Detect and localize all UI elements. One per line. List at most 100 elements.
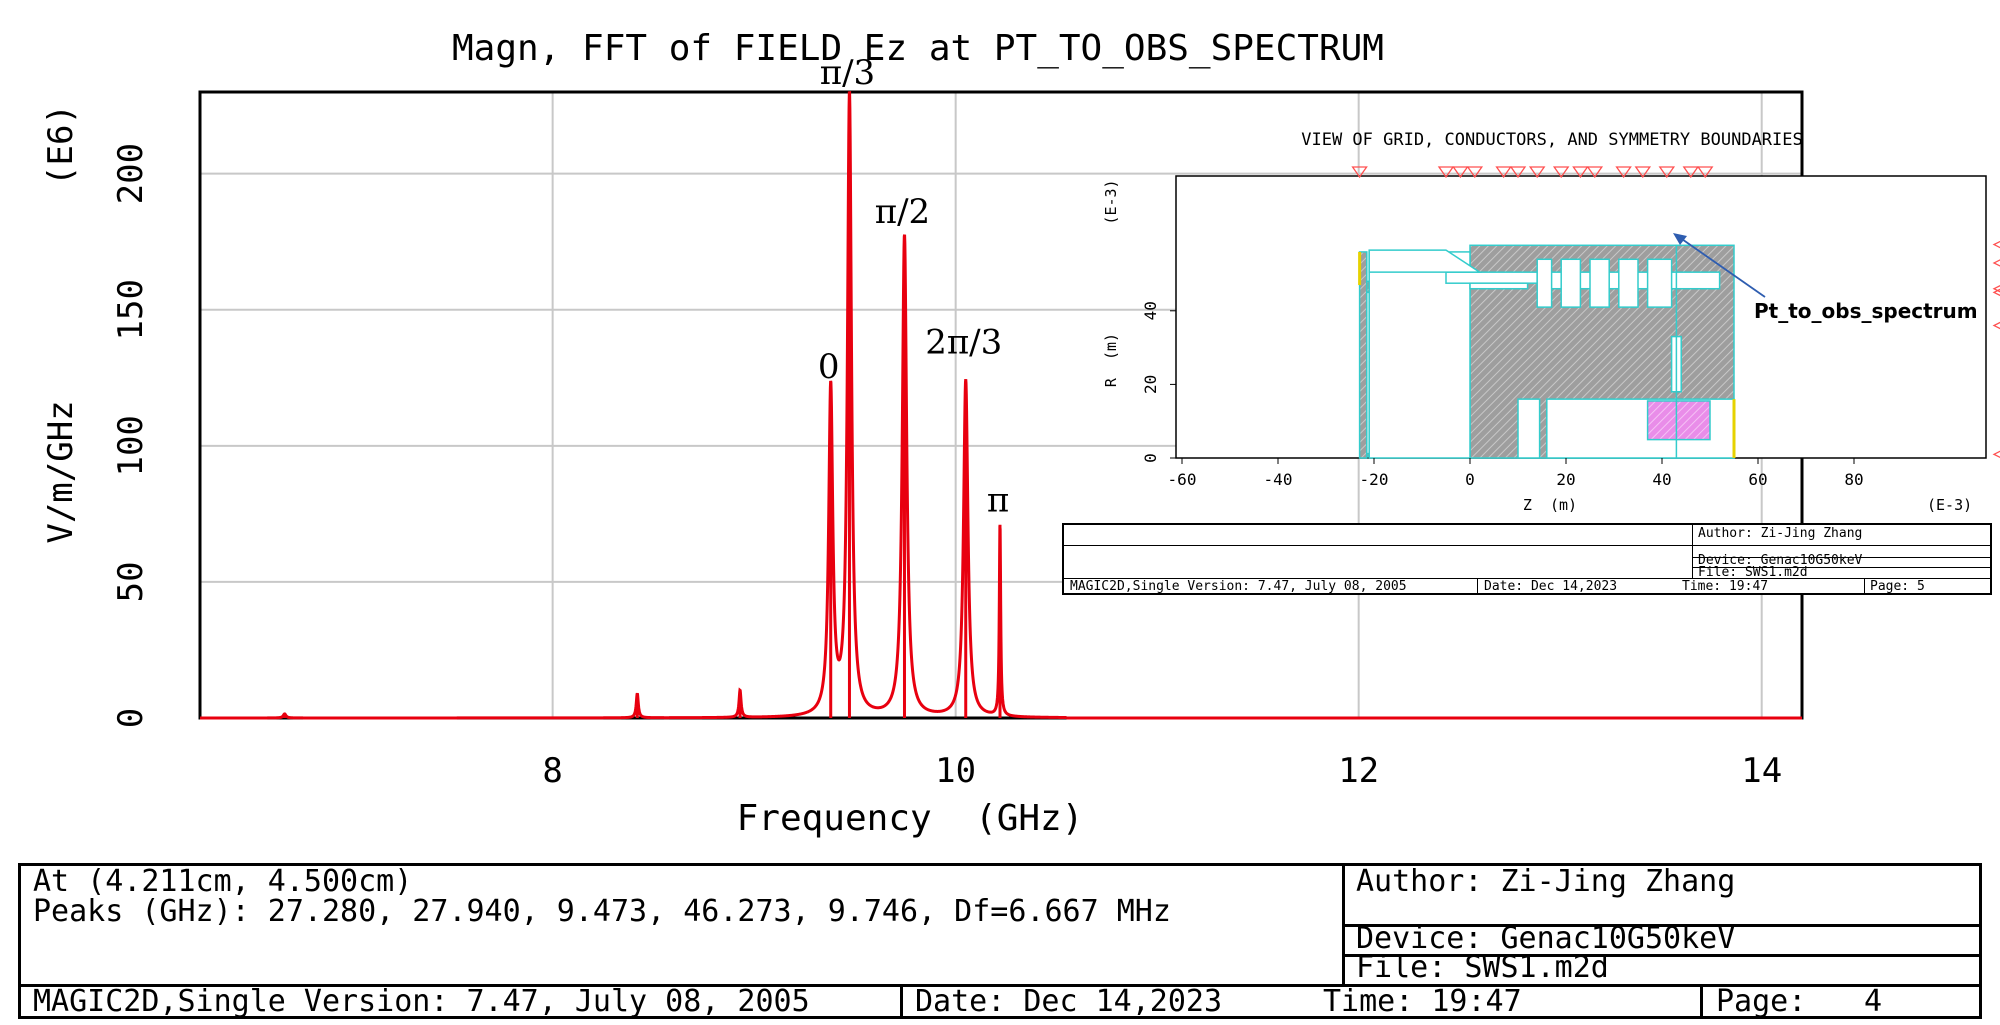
- symmetry-marker: [1696, 166, 1714, 179]
- info-at: At (4.211cm, 4.500cm): [33, 864, 413, 899]
- symmetry-marker: [1509, 166, 1527, 179]
- inset-x-tick-label: 0: [1465, 470, 1475, 489]
- conductor-region: [1358, 251, 1368, 459]
- info-device: Device: Genac10G50keV: [1356, 921, 1736, 956]
- pointer-arrowhead: [1673, 233, 1687, 245]
- inset-table-author: Author: Zi-Jing Zhang: [1698, 526, 1863, 541]
- inset-x-scale: (E-3): [1927, 496, 1972, 514]
- y-multiplier: (E6): [41, 104, 81, 186]
- inset-geometry: [1358, 244, 1736, 459]
- inset-y-scale: (E-3): [1102, 179, 1120, 224]
- inset-y-tick-label: 40: [1141, 301, 1160, 320]
- inset-x-tick-label: 20: [1556, 470, 1575, 489]
- symmetry-marker: [1992, 321, 2000, 330]
- inset-table-file: File: SWS1.m2d: [1698, 565, 1808, 580]
- inset-y-axis-label: R (m): [1102, 333, 1120, 387]
- symmetry-marker: [1351, 166, 1368, 179]
- symmetry-marker: [1572, 166, 1589, 179]
- inset-table-page: Page: 5: [1870, 579, 1925, 594]
- x-tick-label: 8: [542, 751, 562, 791]
- y-tick-label: 0: [111, 708, 151, 728]
- y-tick-label: 100: [111, 415, 151, 476]
- symmetry-marker: [1495, 166, 1512, 179]
- symmetry-markers: [1351, 166, 2000, 459]
- vacuum-region: [1368, 249, 1483, 273]
- symmetry-marker: [1466, 166, 1484, 179]
- inset-table-date: Date: Dec 14,2023: [1484, 579, 1618, 594]
- inset-x-tick-label: 40: [1652, 470, 1671, 489]
- x-axis-label: Frequency (GHz): [737, 798, 1084, 839]
- pointer-arrow: [1678, 236, 1766, 298]
- info-time: Time: 19:47: [1323, 984, 1522, 1019]
- symmetry-marker: [1528, 166, 1546, 179]
- inset-table-hline-4: [1692, 567, 1990, 568]
- inset-x-tick-label: -60: [1168, 470, 1197, 489]
- inset-table-hline-1: [1064, 545, 1990, 546]
- x-tick-label: 14: [1741, 751, 1782, 791]
- info-peaks: Peaks (GHz): 27.280, 27.940, 9.473, 46.2…: [33, 894, 1171, 929]
- y-axis-label: V/m/GHz: [41, 400, 81, 543]
- symmetry-marker: [1992, 259, 2000, 267]
- mode-annotation-label: 2π/3: [925, 322, 1002, 362]
- inset-grid-view: VIEW OF GRID, CONDUCTORS, AND SYMMETRY B…: [1062, 120, 2000, 600]
- inset-table-hline-2: [1064, 578, 1990, 579]
- info-author: Author: Zi-Jing Zhang: [1356, 864, 1736, 899]
- symmetry-marker: [1437, 166, 1455, 179]
- symmetry-marker: [1552, 166, 1570, 179]
- inset-x-axis-label: Z (m): [1523, 496, 1577, 514]
- vacuum-region: [1445, 271, 1538, 284]
- vacuum-region: [1646, 258, 1673, 308]
- inset-table-vline-3: [1864, 578, 1865, 595]
- x-tick-label: 12: [1338, 751, 1379, 791]
- symmetry-marker: [1682, 166, 1700, 179]
- inset-x-tick-label: 80: [1844, 470, 1863, 489]
- symmetry-marker: [1452, 166, 1469, 179]
- info-page-number: 4: [1864, 984, 1883, 1019]
- y-tick-label: 200: [111, 143, 151, 204]
- info-page-label: Page:: [1716, 984, 1807, 1019]
- vacuum-region: [1517, 398, 1541, 459]
- y-tick-label: 150: [111, 279, 151, 340]
- vacuum-region: [1618, 258, 1639, 308]
- inset-table-vline-2: [1477, 578, 1478, 595]
- info-file: File: SWS1.m2d: [1356, 950, 1609, 985]
- inset-table-hline-3: [1692, 557, 1990, 558]
- mode-annotation-label: π: [987, 480, 1009, 520]
- y-tick-label: 50: [111, 561, 151, 602]
- inset-x-tick-label: -40: [1264, 470, 1293, 489]
- pointer-label: Pt_to_obs_spectrum: [1754, 299, 1978, 323]
- inset-y-tick-label: 0: [1141, 453, 1160, 463]
- info-version: MAGIC2D,Single Version: 7.47, July 08, 2…: [33, 984, 810, 1019]
- inset-table-vline-1: [1692, 525, 1693, 578]
- mode-annotation-label: π/2: [875, 192, 930, 232]
- mode-annotation-label: 0: [818, 347, 840, 387]
- vacuum-region: [1560, 258, 1582, 308]
- symmetry-marker: [1634, 166, 1652, 179]
- x-tick-labels: 8 10 12 14: [542, 751, 1782, 791]
- info-date: Date: Dec 14,2023: [915, 984, 1223, 1019]
- symmetry-marker: [1658, 166, 1676, 179]
- y-tick-labels: 0 50 100 150 200: [111, 143, 151, 728]
- inset-x-tick-label: -20: [1360, 470, 1389, 489]
- mode-annotation-label: π/3: [820, 53, 875, 93]
- inset-title: VIEW OF GRID, CONDUCTORS, AND SYMMETRY B…: [1301, 130, 1803, 150]
- inset-x-tick-labels: -60 -40 -20 0 20 40 60 80: [1168, 458, 1864, 489]
- vacuum-region: [1589, 258, 1610, 308]
- inset-table-device: Device: Genac10G50keV: [1698, 553, 1863, 568]
- x-tick-label: 10: [935, 751, 976, 791]
- inset-table-version: MAGIC2D,Single Version: 7.47, July 08, 2…: [1070, 579, 1407, 594]
- inset-y-tick-labels: 0 20 40: [1141, 301, 1176, 463]
- symmetry-marker: [1992, 240, 2000, 249]
- fft-series-line: [200, 91, 1802, 720]
- inset-x-tick-label: 60: [1748, 470, 1767, 489]
- dielectric-region: [1646, 400, 1711, 441]
- chart-title: Magn, FFT of FIELD Ez at PT_TO_OBS_SPECT…: [452, 28, 1384, 69]
- symmetry-marker: [1615, 166, 1632, 179]
- symmetry-marker: [1586, 166, 1604, 179]
- vacuum-region: [1536, 258, 1553, 308]
- info-table: At (4.211cm, 4.500cm) Peaks (GHz): 27.28…: [18, 863, 1982, 1019]
- vacuum-region: [1469, 282, 1529, 290]
- vacuum-region: [1368, 251, 1471, 459]
- symmetry-marker: [1992, 450, 2000, 459]
- inset-y-tick-label: 20: [1141, 375, 1160, 394]
